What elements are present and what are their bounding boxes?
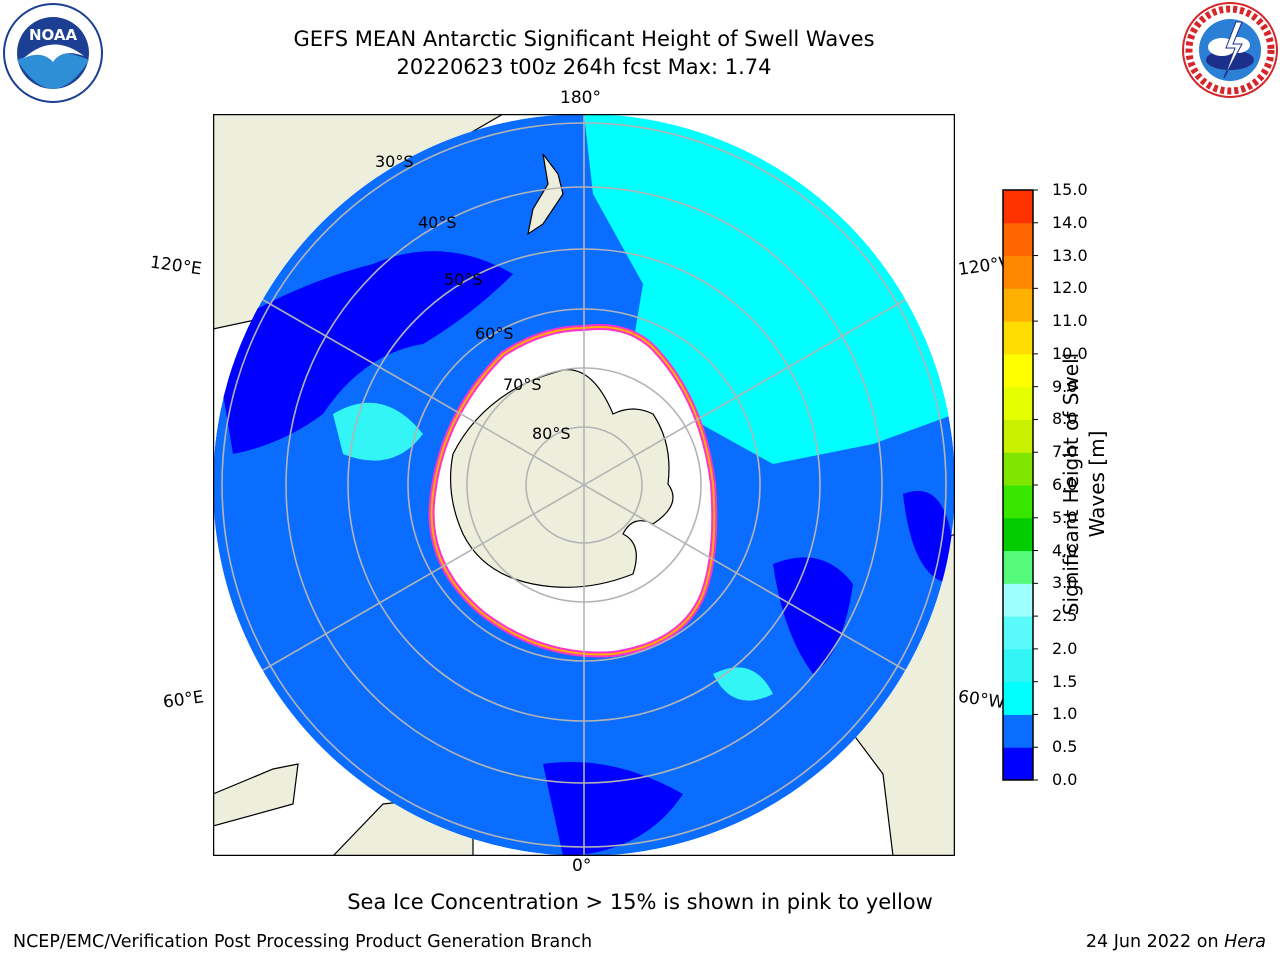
noaa-logo: NOAA xyxy=(3,3,103,103)
colorbar-tick-label: 1.5 xyxy=(1052,671,1078,691)
lat-label-70s: 70°S xyxy=(503,375,542,394)
lon-label-60e: 60°E xyxy=(161,687,206,713)
lat-label-30s: 30°S xyxy=(375,152,414,171)
colorbar-tick-label: 3.0 xyxy=(1052,573,1078,593)
colorbar-segment xyxy=(1003,321,1033,355)
colorbar-segment xyxy=(1003,288,1033,322)
colorbar-tick-label: 14.0 xyxy=(1052,212,1088,232)
colorbar-segment xyxy=(1003,714,1033,748)
colorbar-segment xyxy=(1003,386,1033,420)
colorbar xyxy=(1002,189,1038,781)
credit-text: NCEP/EMC/Verification Post Processing Pr… xyxy=(13,932,593,952)
colorbar-tick-label: 13.0 xyxy=(1052,245,1088,265)
colorbar-tick-label: 1.0 xyxy=(1052,704,1078,724)
lat-label-50s: 50°S xyxy=(444,270,483,289)
colorbar-segment xyxy=(1003,616,1033,650)
lon-label-120e: 120°E xyxy=(148,252,203,280)
colorbar-tick-label: 6.0 xyxy=(1052,475,1078,494)
colorbar-segment xyxy=(1003,681,1033,715)
colorbar-tick-label: 8.0 xyxy=(1052,409,1078,429)
lat-label-80s: 80°S xyxy=(532,424,571,443)
lat-label-40s: 40°S xyxy=(418,213,457,232)
polar-map xyxy=(213,114,955,856)
colorbar-label: Significant Height of Swell Waves [m] xyxy=(1059,352,1109,616)
colorbar-segment xyxy=(1003,485,1033,519)
colorbar-segment xyxy=(1003,190,1033,224)
lon-label-0: 0° xyxy=(572,856,592,876)
colorbar-segment xyxy=(1003,747,1033,781)
chart-title: GEFS MEAN Antarctic Significant Height o… xyxy=(293,27,875,51)
chart-subtitle: 20220623 t00z 264h fcst Max: 1.74 xyxy=(396,55,772,79)
colorbar-tick-label: 5.0 xyxy=(1052,507,1078,527)
new-zealand-land xyxy=(527,153,564,236)
colorbar-tick-label: 10.0 xyxy=(1052,343,1088,363)
colorbar-tick-label: 12.0 xyxy=(1052,278,1088,298)
colorbar-segment xyxy=(1003,550,1033,584)
colorbar-segment xyxy=(1003,583,1033,617)
svg-text:NOAA: NOAA xyxy=(29,26,78,44)
colorbar-tick-label: 15.0 xyxy=(1052,180,1088,199)
colorbar-tick-label: 0.5 xyxy=(1052,737,1078,757)
colorbar-tick-label: 4.0 xyxy=(1052,540,1078,560)
lon-label-60w: 60°W xyxy=(956,686,1007,714)
lat-label-60s: 60°S xyxy=(475,324,514,343)
colorbar-segment xyxy=(1003,648,1033,683)
colorbar-tick-label: 11.0 xyxy=(1052,311,1088,331)
colorbar-tick-label: 9.0 xyxy=(1052,376,1078,396)
national-weather-service-logo xyxy=(1182,2,1278,98)
colorbar-tick-label: 2.5 xyxy=(1052,606,1078,626)
colorbar-tick-label: 0.0 xyxy=(1052,770,1078,789)
colorbar-segment xyxy=(1003,419,1033,453)
sea-ice-note: Sea Ice Concentration > 15% is shown in … xyxy=(347,890,933,914)
colorbar-tick-label: 2.0 xyxy=(1052,638,1078,658)
colorbar-tick-label: 7.0 xyxy=(1052,442,1078,462)
colorbar-segment xyxy=(1003,452,1033,486)
madagascar-land xyxy=(213,763,299,827)
colorbar-segment xyxy=(1003,222,1033,257)
lon-label-180: 180° xyxy=(560,88,601,108)
colorbar-segment xyxy=(1003,255,1033,289)
colorbar-segment xyxy=(1003,517,1033,552)
date-text: 24 Jun 2022 on Hera xyxy=(1085,932,1266,952)
colorbar-segment xyxy=(1003,353,1033,388)
